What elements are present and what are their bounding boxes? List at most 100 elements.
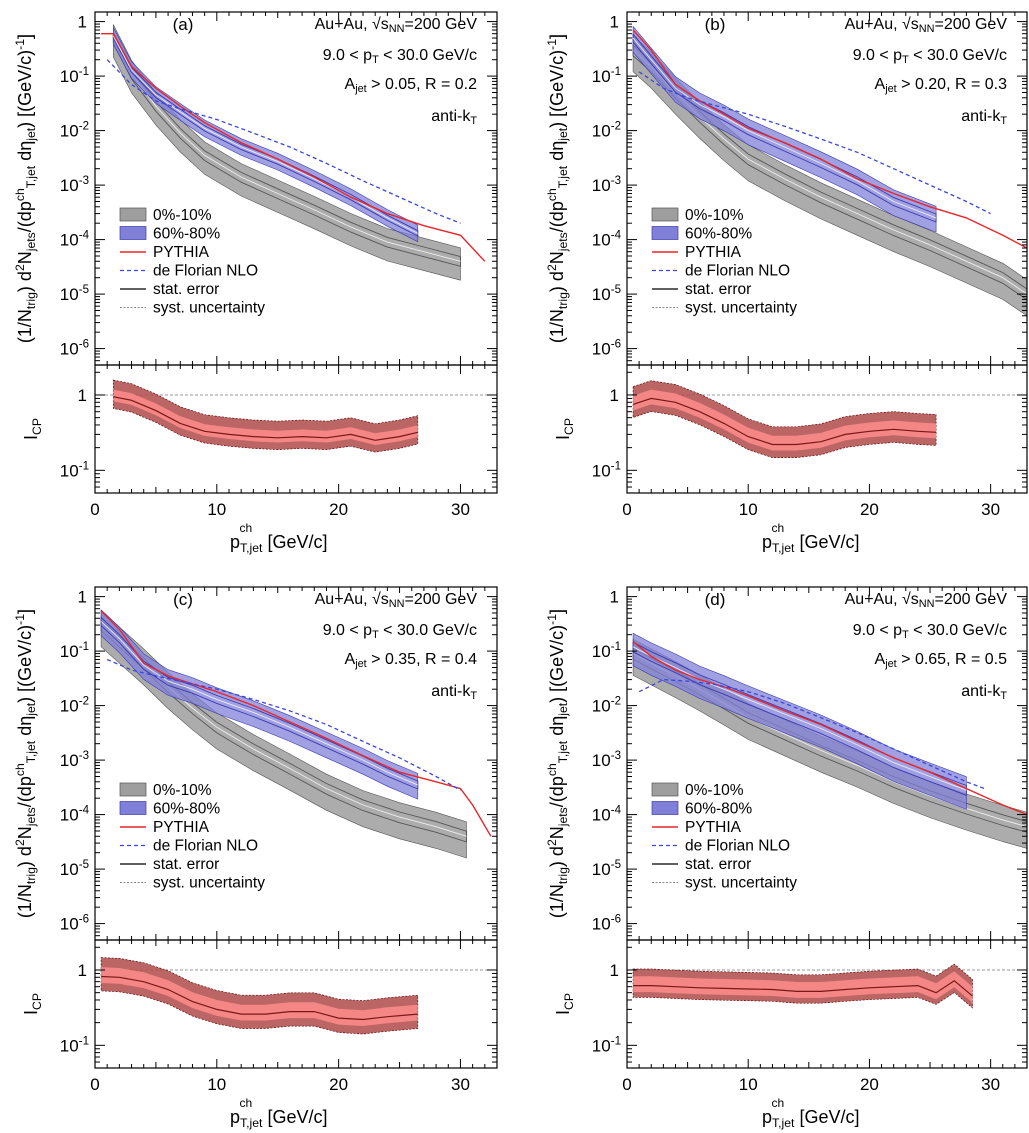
pythia-line xyxy=(101,33,486,262)
x-tick-label: 10 xyxy=(207,1075,226,1094)
pythia-line xyxy=(100,610,492,837)
y-tick-label: 10-1 xyxy=(592,1036,621,1056)
upper-plot-area xyxy=(100,609,492,859)
x-tick-label: 30 xyxy=(451,500,470,519)
legend-label: 60%-80% xyxy=(685,226,752,243)
panel-label: (a) xyxy=(173,15,194,34)
x-tick-label: 0 xyxy=(622,500,631,519)
legend-label: 60%-80% xyxy=(153,801,220,818)
y-tick-label: 1 xyxy=(610,588,619,607)
legend-item: 0%-10% xyxy=(119,782,212,799)
lower-plot-area xyxy=(627,380,1027,458)
y-tick-label: 10-4 xyxy=(592,805,622,825)
legend-item: syst. uncertainty xyxy=(652,300,797,317)
x-tick-label: 0 xyxy=(90,1075,99,1094)
legend-label: syst. uncertainty xyxy=(153,875,265,892)
y-tick-label: 10-1 xyxy=(592,642,621,662)
y-tick-label: 10-5 xyxy=(592,860,621,880)
y-tick-label: 10-2 xyxy=(60,121,89,141)
band-peripheral-line xyxy=(632,37,937,219)
y-tick-label: 10-1 xyxy=(60,67,89,87)
icp-axis-label: ICP xyxy=(21,418,44,440)
y-tick-label: 10-2 xyxy=(592,696,621,716)
legend-swatch-peripheral xyxy=(119,226,147,240)
legend-label: de Florian NLO xyxy=(153,838,258,855)
y-tick-label: 10-4 xyxy=(592,230,622,250)
x-tick-label: 20 xyxy=(860,500,879,519)
legend-label: stat. error xyxy=(153,856,219,873)
band-peripheral-line xyxy=(100,621,418,786)
band-peripheral-syst xyxy=(100,609,419,800)
icp-line xyxy=(113,396,418,441)
y-tick-label: 10-4 xyxy=(60,805,90,825)
y-tick-label: 1 xyxy=(78,961,87,980)
legend-item: PYTHIA xyxy=(120,819,210,836)
legend-item: syst. uncertainty xyxy=(120,300,265,317)
y-tick-label: 1 xyxy=(78,386,87,405)
icp-stat-band xyxy=(633,389,937,451)
legend-label: PYTHIA xyxy=(685,244,742,261)
y-tick-label: 1 xyxy=(78,13,87,32)
band-central-stat xyxy=(632,43,1027,301)
chart-panel-c: 0 10 20 30 1 10-1 10-2 10-3 10-4 10-5 10-6 1 10-1 pT,… xyxy=(13,586,498,1130)
x-tick-label: 20 xyxy=(860,1075,879,1094)
y-tick-label: 10-1 xyxy=(592,67,621,87)
y-tick-label: 10-6 xyxy=(60,914,89,934)
x-tick-label: 0 xyxy=(622,1075,631,1094)
legend-item: stat. error xyxy=(652,281,751,298)
icp-stat-band xyxy=(101,967,418,1026)
y-tick-label: 1 xyxy=(610,386,619,405)
legend-item: 60%-80% xyxy=(651,801,752,818)
panel-label: (b) xyxy=(705,15,726,34)
legend-label: stat. error xyxy=(153,281,219,298)
legend-item: 0%-10% xyxy=(651,207,744,224)
legend-swatch-peripheral xyxy=(651,801,679,815)
x-axis-label: pT,jet [GeV/c] xyxy=(230,532,327,555)
lower-frame xyxy=(626,364,1028,494)
upper-plot-area xyxy=(632,632,1027,849)
nlo-line xyxy=(638,678,985,790)
legend-item: de Florian NLO xyxy=(652,263,790,280)
y-tick-label: 1 xyxy=(78,588,87,607)
legend-item: de Florian NLO xyxy=(120,838,258,855)
x-tick-label: 0 xyxy=(90,500,99,519)
legend-item: 60%-80% xyxy=(651,226,752,243)
x-tick-label: 20 xyxy=(329,500,348,519)
x-axis-label-sup: ch xyxy=(772,521,785,535)
y-tick-label: 10-3 xyxy=(592,751,621,771)
y-tick-label: 10-1 xyxy=(60,1036,89,1056)
annotation-trig: 9.0 < pT < 30.0 GeV/c xyxy=(853,47,1007,66)
x-tick-label: 30 xyxy=(451,1075,470,1094)
y-tick-label: 10-5 xyxy=(60,860,89,880)
legend-item: PYTHIA xyxy=(120,244,210,261)
legend-label: 0%-10% xyxy=(153,207,212,224)
lower-frame xyxy=(626,939,1028,1069)
lower-plot-area xyxy=(95,379,497,453)
nlo-line xyxy=(106,658,461,791)
legend-label: 60%-80% xyxy=(153,226,220,243)
icp-axis-label: ICP xyxy=(553,418,576,440)
y-tick-label: 10-5 xyxy=(592,285,621,305)
legend-label: 0%-10% xyxy=(685,207,744,224)
x-tick-label: 10 xyxy=(207,500,226,519)
band-peripheral-stat xyxy=(112,32,419,237)
y-axis-label: (1/Ntrig) d2Njets/(dpchT,jet dηjet) [(Ge… xyxy=(13,609,37,918)
y-tick-label: 10-1 xyxy=(60,642,89,662)
icp-line xyxy=(101,975,418,1021)
y-tick-label: 10-2 xyxy=(60,696,89,716)
legend-item: 60%-80% xyxy=(119,226,220,243)
annotation-cut: Ajet > 0.35, R = 0.4 xyxy=(345,651,478,670)
x-axis-label-sup: ch xyxy=(772,1096,785,1110)
legend-label: stat. error xyxy=(685,281,751,298)
y-tick-label: 10-6 xyxy=(60,339,89,359)
x-tick-label: 30 xyxy=(981,500,1000,519)
icp-axis-label: ICP xyxy=(553,993,576,1015)
legend-label: PYTHIA xyxy=(685,819,742,836)
legend-label: syst. uncertainty xyxy=(685,875,797,892)
legend-swatch-central xyxy=(119,782,147,797)
annotation-cut: Ajet > 0.05, R = 0.2 xyxy=(345,76,478,95)
y-tick-label: 10-4 xyxy=(60,230,90,250)
legend-label: 0%-10% xyxy=(685,782,744,799)
y-tick-label: 10-3 xyxy=(60,751,89,771)
x-axis-label-sup: ch xyxy=(240,521,253,535)
